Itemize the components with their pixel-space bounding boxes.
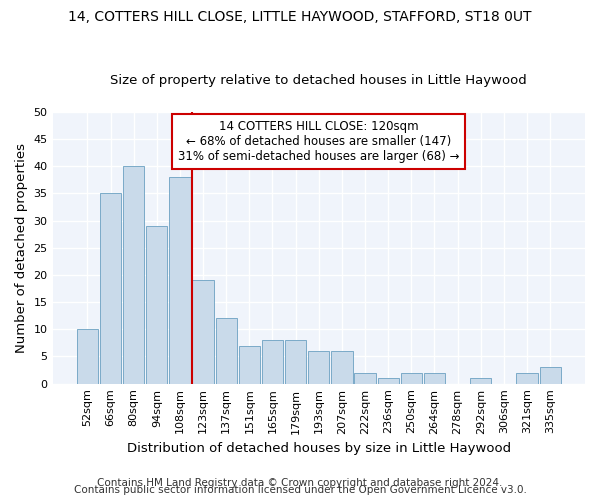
Bar bbox=[100, 194, 121, 384]
Bar bbox=[308, 351, 329, 384]
Bar bbox=[285, 340, 306, 384]
Bar bbox=[401, 373, 422, 384]
Bar bbox=[146, 226, 167, 384]
Bar bbox=[262, 340, 283, 384]
Title: Size of property relative to detached houses in Little Haywood: Size of property relative to detached ho… bbox=[110, 74, 527, 87]
Text: Contains HM Land Registry data © Crown copyright and database right 2024.: Contains HM Land Registry data © Crown c… bbox=[97, 478, 503, 488]
Bar bbox=[470, 378, 491, 384]
Bar bbox=[193, 280, 214, 384]
Text: 14 COTTERS HILL CLOSE: 120sqm
← 68% of detached houses are smaller (147)
31% of : 14 COTTERS HILL CLOSE: 120sqm ← 68% of d… bbox=[178, 120, 460, 163]
Bar bbox=[239, 346, 260, 384]
Text: Contains public sector information licensed under the Open Government Licence v3: Contains public sector information licen… bbox=[74, 485, 526, 495]
Bar bbox=[424, 373, 445, 384]
Bar bbox=[77, 330, 98, 384]
X-axis label: Distribution of detached houses by size in Little Haywood: Distribution of detached houses by size … bbox=[127, 442, 511, 455]
Bar bbox=[331, 351, 353, 384]
Y-axis label: Number of detached properties: Number of detached properties bbox=[15, 142, 28, 352]
Bar bbox=[355, 373, 376, 384]
Bar bbox=[517, 373, 538, 384]
Bar bbox=[215, 318, 237, 384]
Text: 14, COTTERS HILL CLOSE, LITTLE HAYWOOD, STAFFORD, ST18 0UT: 14, COTTERS HILL CLOSE, LITTLE HAYWOOD, … bbox=[68, 10, 532, 24]
Bar bbox=[377, 378, 399, 384]
Bar bbox=[123, 166, 145, 384]
Bar bbox=[169, 177, 191, 384]
Bar bbox=[539, 368, 561, 384]
